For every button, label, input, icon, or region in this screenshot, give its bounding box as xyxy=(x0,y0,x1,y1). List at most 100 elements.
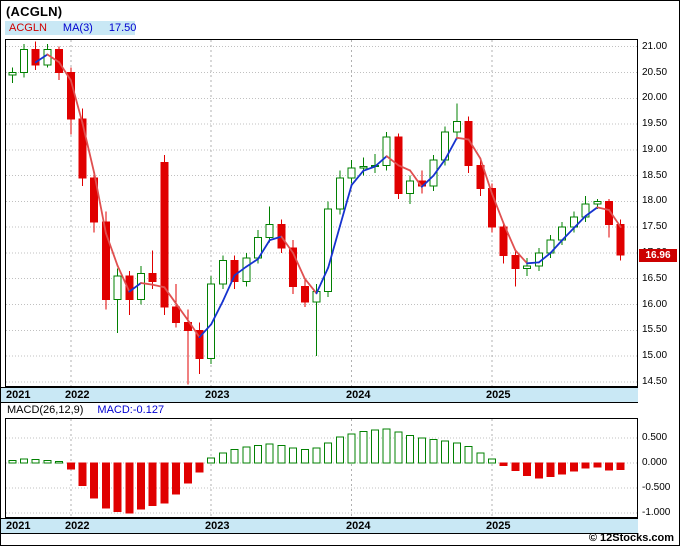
macd-bar xyxy=(441,440,450,464)
price-axis-label: 20.00 xyxy=(642,92,668,104)
macd-bar xyxy=(335,436,344,464)
ma-line-segment xyxy=(479,157,493,195)
macd-bar xyxy=(265,443,274,464)
candles xyxy=(8,41,625,385)
ma-line-segment xyxy=(455,136,470,141)
candle xyxy=(90,170,99,233)
ma-line-segment xyxy=(584,206,599,217)
ma-line-segment xyxy=(432,158,447,177)
price-axis-label: 14.50 xyxy=(642,375,668,387)
macd-bar xyxy=(347,433,356,464)
ma-line-segment xyxy=(385,155,400,167)
macd-axis-label: 0.500 xyxy=(642,432,668,443)
ma-line-segment xyxy=(561,227,575,242)
ma-line-segment xyxy=(514,249,528,265)
ma-line-segment xyxy=(280,235,295,254)
macd-bar xyxy=(312,447,321,464)
ma-line-segment xyxy=(596,206,610,211)
price-axis-label: 20.50 xyxy=(642,66,668,78)
macd-bar xyxy=(20,458,28,464)
ma-line-segment xyxy=(327,225,341,269)
macd-bar xyxy=(43,460,52,464)
macd-bar xyxy=(218,452,227,464)
price-axis-label: 15.50 xyxy=(642,324,668,336)
macd-bar xyxy=(90,462,99,499)
macd-bar xyxy=(511,462,520,471)
year-label: 2024 xyxy=(346,520,371,532)
macd-bar xyxy=(616,462,625,470)
year-label: 2024 xyxy=(346,389,371,401)
macd-bar xyxy=(55,461,64,464)
macd-bar xyxy=(499,462,508,466)
ma-line-segment xyxy=(338,184,353,228)
candle xyxy=(605,198,613,238)
year-label: 2023 xyxy=(205,389,230,401)
ma-line-segment xyxy=(526,261,540,265)
ma-line-segment xyxy=(58,61,72,82)
ma-line-segment xyxy=(467,138,482,160)
ma-line-segment xyxy=(93,172,107,235)
ma-line-segment xyxy=(128,282,142,293)
candle xyxy=(312,283,321,357)
year-label: 2022 xyxy=(65,389,90,401)
candle xyxy=(218,255,227,290)
legend-background xyxy=(5,21,135,35)
candle xyxy=(359,157,368,176)
ma-line-segment xyxy=(233,265,248,277)
ma-line-segment xyxy=(315,266,330,295)
ma-line-segment xyxy=(409,169,423,188)
macd-bar xyxy=(605,462,613,471)
candle xyxy=(172,283,181,328)
macd-bar xyxy=(289,447,298,464)
macd-bars xyxy=(8,428,625,514)
macd-bar xyxy=(593,462,602,468)
year-label: 2023 xyxy=(205,520,230,532)
price-axis-label: 18.00 xyxy=(642,195,668,207)
ma-line-segment xyxy=(175,302,189,321)
price-axis-label: 21.00 xyxy=(642,40,668,52)
x-axis-band-bottom: 2021 2022 2023 2024 2025 xyxy=(1,518,638,534)
candle xyxy=(230,255,239,290)
macd-bar xyxy=(523,462,532,476)
ma-line-segment xyxy=(420,174,435,188)
ma-line-segment xyxy=(608,209,622,228)
ma-line-segment xyxy=(69,79,84,125)
candle xyxy=(148,250,157,290)
ma-line-segment xyxy=(210,300,224,326)
macd-bar xyxy=(101,462,110,509)
macd-bar xyxy=(534,462,543,479)
candle xyxy=(488,183,496,233)
macd-bar xyxy=(464,446,473,464)
plot-border xyxy=(5,39,638,387)
ma-line-segment xyxy=(81,122,96,174)
year-label: 2022 xyxy=(65,520,90,532)
ma-line-segment xyxy=(268,235,283,242)
year-label: 2021 xyxy=(6,389,31,401)
candle xyxy=(207,276,216,364)
ma-line-segment xyxy=(573,215,587,229)
macd-bar xyxy=(371,429,379,464)
macd-bar xyxy=(488,458,496,464)
ma-line-segment xyxy=(537,252,552,264)
macd-bar xyxy=(324,442,333,464)
legend-ma-value: 17.50 xyxy=(108,22,137,34)
candle xyxy=(31,41,40,70)
ma-line-segment xyxy=(116,264,131,293)
price-axis-label: 16.00 xyxy=(642,298,668,310)
price-chart-canvas xyxy=(5,39,638,387)
candle xyxy=(511,250,520,287)
price-axis-label: 19.00 xyxy=(642,143,668,155)
macd-bar xyxy=(581,462,590,469)
macd-bar xyxy=(546,462,555,477)
candle xyxy=(265,206,274,243)
candle xyxy=(335,170,344,215)
macd-bar xyxy=(230,449,239,464)
x-axis-band-top: 2021 2022 2023 2024 2025 xyxy=(1,387,638,403)
candle xyxy=(452,103,461,140)
ma-line-segment xyxy=(491,192,505,225)
candle xyxy=(382,131,391,171)
macd-bar xyxy=(148,462,157,506)
candle xyxy=(195,322,204,375)
candle xyxy=(476,160,485,197)
